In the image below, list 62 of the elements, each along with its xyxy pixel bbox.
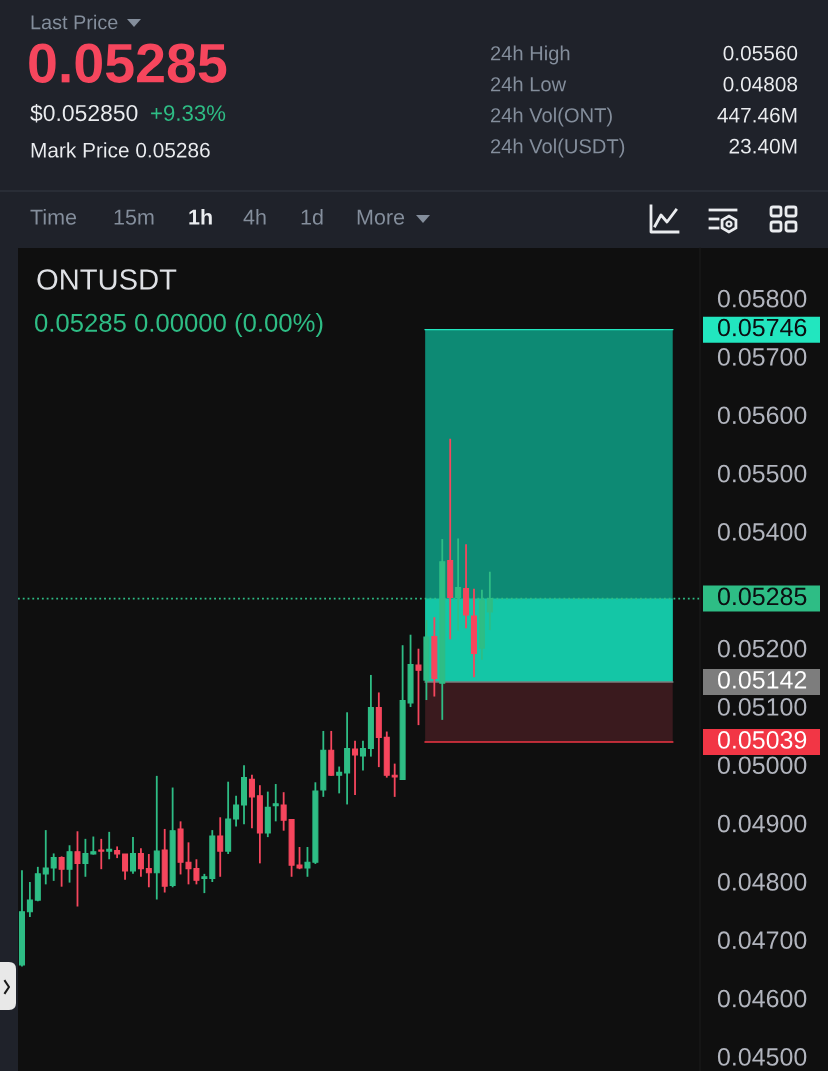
- y-tick-label: 0.05100: [717, 698, 807, 716]
- text: 0.04808: [723, 76, 798, 92]
- y-tick-label: 0.05000: [717, 756, 807, 775]
- candlestick: [336, 765, 343, 795]
- text: Mark Price 0.05286: [31, 142, 210, 158]
- text: +9.33%: [151, 105, 226, 121]
- candlestick: [66, 844, 73, 884]
- text: 1d: [301, 208, 323, 225]
- candlestick: [248, 773, 255, 830]
- candlestick: [359, 739, 366, 772]
- candlestick: [145, 853, 152, 889]
- candlestick: [122, 853, 129, 881]
- text: 0.05285 0.00000 (0.00%): [35, 313, 323, 337]
- candlestick: [233, 794, 240, 828]
- y-tick-label: 0.05500: [717, 464, 807, 483]
- candlestick: [98, 837, 105, 871]
- candlestick: [129, 836, 137, 875]
- y-tick-label: 0.04500: [717, 1048, 807, 1066]
- text: Time: [30, 208, 77, 225]
- candlestick: [137, 847, 144, 878]
- text: 23.40M: [729, 138, 797, 154]
- candlestick: [50, 852, 57, 882]
- text: 0.05285: [29, 43, 227, 83]
- y-tick-label: 0.05400: [717, 523, 807, 541]
- candlestick: [26, 881, 33, 918]
- y-tick-label: 0.04800: [717, 873, 807, 891]
- candlestick: [217, 816, 224, 878]
- candlestick: [74, 830, 81, 908]
- text: 24h Vol(USDT): [491, 138, 625, 158]
- y-tick-label: 0.04900: [717, 814, 807, 833]
- candlestick: [272, 783, 279, 823]
- ref-line-label: 0.05285: [717, 587, 807, 606]
- candlestick: [58, 855, 65, 888]
- text: 24h Vol(ONT): [491, 107, 612, 127]
- y-tick-label: 0.04700: [717, 931, 807, 950]
- candlestick: [42, 829, 49, 886]
- text: 24h Low: [491, 76, 567, 92]
- y-tick-label: 0.05200: [717, 639, 807, 658]
- y-tick-label: 0.05600: [717, 406, 807, 425]
- candlestick: [201, 872, 208, 895]
- text: 0.05560: [723, 45, 798, 61]
- text: 4h: [243, 208, 266, 225]
- ref-line-label: 0.05142: [717, 670, 807, 689]
- text: ONTUSDT: [37, 269, 177, 290]
- candlestick: [153, 774, 160, 901]
- text: $0.052850: [30, 103, 138, 123]
- candlestick: [486, 570, 493, 631]
- candlestick: [391, 762, 398, 798]
- text: 447.46M: [717, 107, 797, 123]
- text: Last Price: [31, 14, 118, 30]
- candlestick: [106, 830, 113, 861]
- ref-line-label: 0.05746: [717, 318, 807, 337]
- ref-line-label: 0.05039: [717, 731, 807, 749]
- text: 15m: [114, 209, 154, 225]
- text: 24h High: [491, 45, 570, 65]
- y-tick-label: 0.05700: [717, 348, 807, 366]
- text: More: [357, 209, 405, 225]
- y-tick-label: 0.05800: [717, 289, 807, 308]
- y-tick-label: 0.04600: [717, 989, 807, 1008]
- text: 1h: [189, 208, 212, 225]
- candlestick: [352, 739, 359, 797]
- candlestick: [415, 647, 422, 727]
